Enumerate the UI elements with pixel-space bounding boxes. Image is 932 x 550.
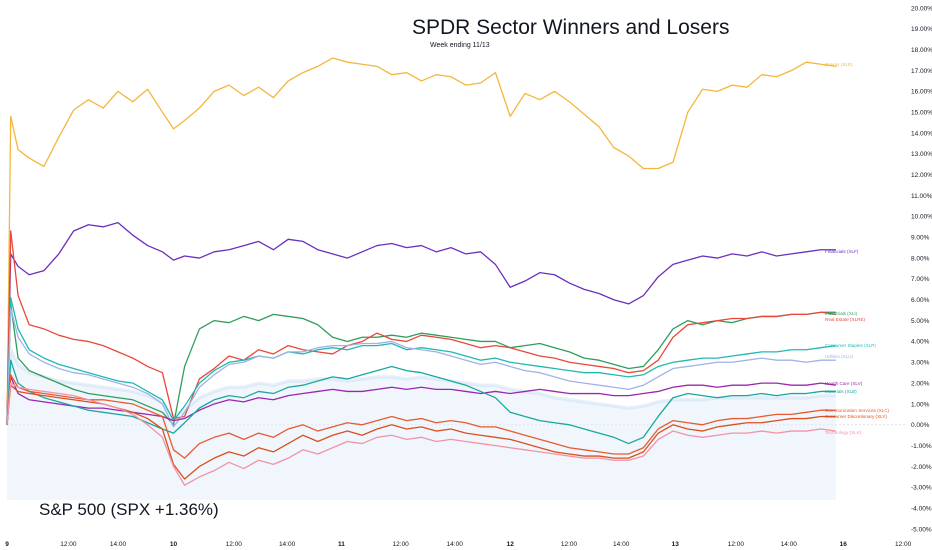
series-end-label: Industrials (XLI) [825,311,858,316]
series-end-label: Real Estate (XLRE) [825,317,866,322]
series-end-label: Financials (XLF) [825,249,859,254]
benchmark-label: S&P 500 (SPX +1.36%) [39,500,219,519]
y-tick-label: 17.00% [911,68,932,75]
series-line [6,384,836,480]
x-axis: 9 12:00 14:00 10 12:00 14:00 11 12:00 14:00 12 12:… [5,541,911,548]
y-tick-label: 3.00% [911,360,930,367]
x-tick-label: 13 [672,541,680,548]
y-tick-label: 8.00% [911,255,930,262]
series-line [6,57,836,425]
series-line [6,230,836,425]
series-line [6,307,836,428]
y-tick-label: -2.00% [911,464,932,471]
y-tick-label: 16.00% [911,89,932,96]
x-tick-label: 14:00 [613,541,630,548]
x-tick-label: 12:00 [60,541,77,548]
x-tick-label: 12 [507,541,515,548]
y-axis: -5.00% -4.00% -3.00% -2.00% -1.00% 0.00% 1.00%… [911,5,932,533]
benchmark-line [5,343,836,425]
chart-title: SPDR Sector Winners and Losers [412,16,729,39]
series-line [6,222,836,425]
y-tick-label: 19.00% [911,26,932,33]
series-end-label: Energy (XLE) [825,62,853,67]
x-tick-label: 12:00 [393,541,410,548]
y-tick-label: 9.00% [911,235,930,242]
y-tick-label: 2.00% [911,380,930,387]
series-lines [6,57,836,486]
y-tick-label: 15.00% [911,110,932,117]
y-tick-label: -5.00% [911,526,932,533]
x-tick-label: 12:00 [226,541,243,548]
series-end-label: Communication Services (XLC) [825,408,890,413]
y-tick-label: -3.00% [911,485,932,492]
x-tick-label: 14:00 [447,541,464,548]
series-line [6,382,836,486]
series-end-label: Materials (XLB) [825,389,857,394]
y-tick-label: 18.00% [911,47,932,54]
chart-subtitle: Week ending 11/13 [430,42,490,49]
x-tick-label: 11 [338,541,345,548]
series-line [6,297,836,425]
x-tick-label: 14:00 [110,541,127,548]
series-end-label: Utilities (XLU) [825,354,854,359]
series-end-label: Consumer Discretionary (XLY) [825,414,887,419]
series-line [6,303,836,426]
y-tick-label: 12.00% [911,172,932,179]
y-tick-label: 11.00% [911,193,932,200]
series-line [6,374,836,459]
x-tick-label: 9 [5,541,9,548]
y-tick-label: 13.00% [911,151,932,158]
y-tick-label: 10.00% [911,214,932,221]
series-end-label: Consumer Staples (XLP) [825,343,876,348]
y-tick-label: 6.00% [911,297,930,304]
x-tick-label: 10 [170,541,178,548]
x-tick-label: 14:00 [279,541,296,548]
y-tick-label: -1.00% [911,443,932,450]
y-tick-label: -4.00% [911,505,932,512]
series-end-label: Technology (XLK) [825,430,862,435]
y-tick-label: 4.00% [911,339,930,346]
benchmark-area-fill [7,349,836,500]
y-tick-label: 5.00% [911,318,930,325]
x-tick-label: 12:00 [895,541,912,548]
x-tick-label: 14:00 [781,541,798,548]
y-tick-label: 0.00% [911,422,930,429]
series-end-label: Health Care (XLV) [825,381,863,386]
y-tick-label: 20.00% [911,5,932,12]
series-end-labels: Energy (XLE) Financials (XLF) Industrials … [825,62,890,435]
y-tick-label: 7.00% [911,276,930,283]
x-tick-label: 16 [840,541,848,548]
benchmark-area [5,343,836,500]
x-tick-label: 12:00 [728,541,745,548]
x-tick-label: 12:00 [561,541,578,548]
y-tick-label: 14.00% [911,130,932,137]
y-tick-label: 1.00% [911,401,930,408]
series-line [6,359,836,445]
